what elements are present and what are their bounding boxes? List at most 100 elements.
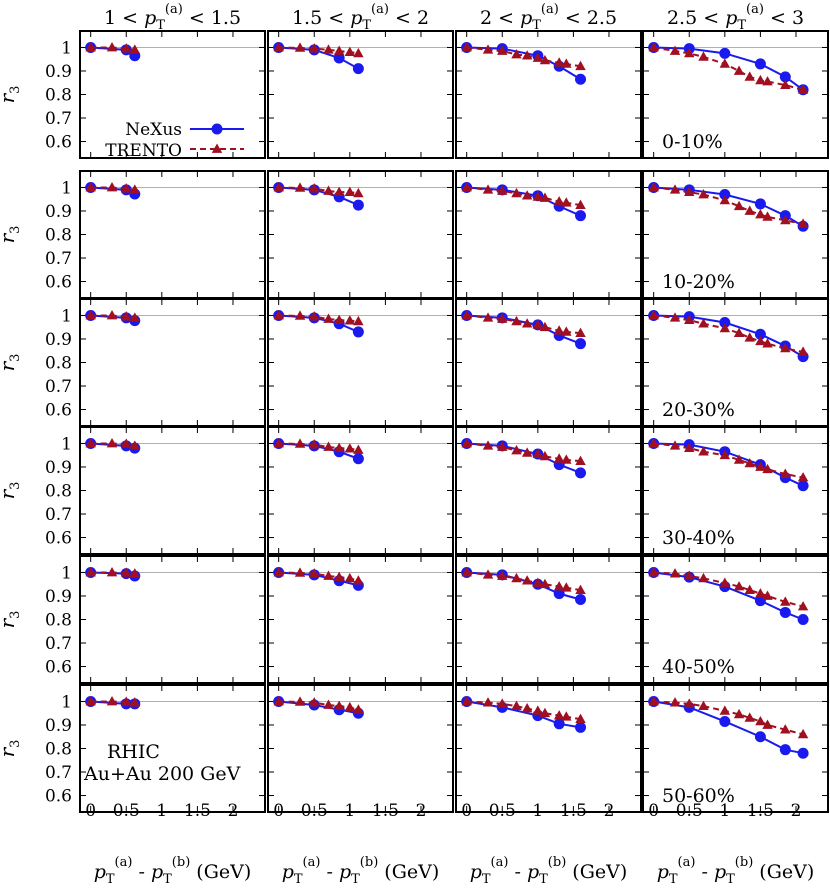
trento-point bbox=[561, 454, 572, 464]
x-tick-label: 1.5 bbox=[747, 801, 774, 821]
trento-point bbox=[461, 695, 472, 706]
trento-point bbox=[744, 71, 755, 81]
trento-point bbox=[121, 183, 132, 193]
trento-line bbox=[653, 186, 804, 225]
trento-point bbox=[733, 327, 745, 337]
trento-point bbox=[85, 41, 96, 52]
annotation-system: Au+Au 200 GeV bbox=[83, 763, 241, 785]
trento-point bbox=[121, 43, 132, 53]
trento-point bbox=[344, 186, 356, 197]
panel-border bbox=[642, 555, 829, 684]
x-tick-label: 1 bbox=[532, 801, 543, 821]
trento-point bbox=[106, 695, 118, 706]
panel-border bbox=[267, 426, 454, 555]
trento-point bbox=[323, 185, 334, 195]
trento-point bbox=[273, 41, 284, 52]
trento-point bbox=[669, 568, 681, 578]
trento-point bbox=[561, 711, 572, 721]
y-tick-label: 0.8 bbox=[45, 740, 72, 760]
trento-point bbox=[85, 309, 96, 320]
trento-point bbox=[684, 314, 695, 325]
trento-point bbox=[333, 700, 345, 711]
trento-point bbox=[698, 318, 709, 328]
trento-point bbox=[575, 584, 586, 594]
panel-background bbox=[456, 171, 641, 298]
panel-background bbox=[456, 299, 641, 426]
trento-point bbox=[85, 695, 96, 706]
panel-border bbox=[79, 30, 266, 159]
panel-background bbox=[80, 171, 265, 298]
trento-point bbox=[744, 457, 755, 468]
trento-point bbox=[575, 713, 586, 723]
trento-point bbox=[323, 313, 334, 323]
trento-point bbox=[482, 440, 494, 450]
trento-point bbox=[561, 326, 572, 336]
y-tick-label: 0.7 bbox=[45, 763, 72, 783]
trento-point bbox=[294, 42, 306, 52]
nexus-point bbox=[352, 326, 364, 338]
nexus-point bbox=[352, 63, 364, 75]
trento-point bbox=[129, 568, 141, 578]
trento-point bbox=[539, 578, 551, 589]
panel-border bbox=[455, 684, 642, 813]
panel-border bbox=[455, 426, 642, 555]
trento-point bbox=[684, 570, 695, 580]
nexus-point bbox=[575, 721, 587, 733]
trento-point bbox=[482, 697, 494, 707]
panel-border bbox=[79, 555, 266, 684]
trento-point bbox=[353, 575, 364, 585]
nexus-point bbox=[797, 614, 809, 625]
trento-point bbox=[273, 309, 284, 320]
x-tick-label: 0 bbox=[648, 801, 659, 821]
trento-point bbox=[323, 44, 334, 54]
nexus-point bbox=[797, 747, 809, 759]
x-tick-label: 1 bbox=[719, 801, 730, 821]
trento-point bbox=[684, 186, 695, 197]
trento-point bbox=[744, 712, 755, 722]
y-axis-label: r3 bbox=[0, 482, 23, 500]
trento-point bbox=[521, 447, 533, 457]
trento-point bbox=[780, 214, 791, 225]
column-title: 1.5 < pT(a) < 2 bbox=[292, 2, 429, 33]
trento-point bbox=[755, 461, 766, 471]
y-tick-label: 0.8 bbox=[45, 611, 72, 631]
trento-point bbox=[561, 582, 572, 592]
trento-point bbox=[755, 209, 766, 219]
panel-border bbox=[455, 555, 642, 684]
x-tick-label: 1.5 bbox=[560, 801, 587, 821]
trento-line bbox=[653, 314, 804, 353]
trento-point bbox=[532, 319, 544, 329]
trento-line bbox=[90, 46, 135, 51]
x-tick-label: 1 bbox=[344, 801, 355, 821]
x-tick-label: 0.5 bbox=[489, 801, 516, 821]
trento-point bbox=[497, 185, 508, 195]
panel-background bbox=[456, 556, 641, 683]
trento-point bbox=[511, 700, 522, 711]
trento-point bbox=[106, 437, 118, 448]
trento-point bbox=[684, 47, 695, 58]
trento-point bbox=[309, 43, 320, 53]
nexus-point bbox=[754, 328, 766, 340]
trento-point bbox=[344, 701, 356, 712]
trento-point bbox=[323, 570, 334, 580]
panel-border bbox=[267, 684, 454, 813]
y-tick-label: 0.9 bbox=[45, 716, 72, 736]
nexus-point bbox=[719, 715, 731, 727]
panel-border bbox=[642, 684, 829, 813]
trento-point bbox=[797, 472, 809, 482]
y-axis-label: r3 bbox=[0, 354, 23, 372]
trento-point bbox=[575, 199, 586, 209]
trento-point bbox=[129, 697, 141, 707]
x-axis-label: pT(a) - pT(b) (GeV) bbox=[282, 855, 440, 887]
panel-background bbox=[456, 31, 641, 158]
trento-point bbox=[482, 184, 494, 194]
trento-point bbox=[106, 566, 118, 577]
trento-point bbox=[333, 186, 345, 197]
trento-point bbox=[85, 437, 96, 448]
trento-point bbox=[648, 566, 659, 577]
trento-point bbox=[461, 437, 472, 448]
nexus-point bbox=[797, 480, 809, 492]
trento-point bbox=[698, 189, 709, 199]
